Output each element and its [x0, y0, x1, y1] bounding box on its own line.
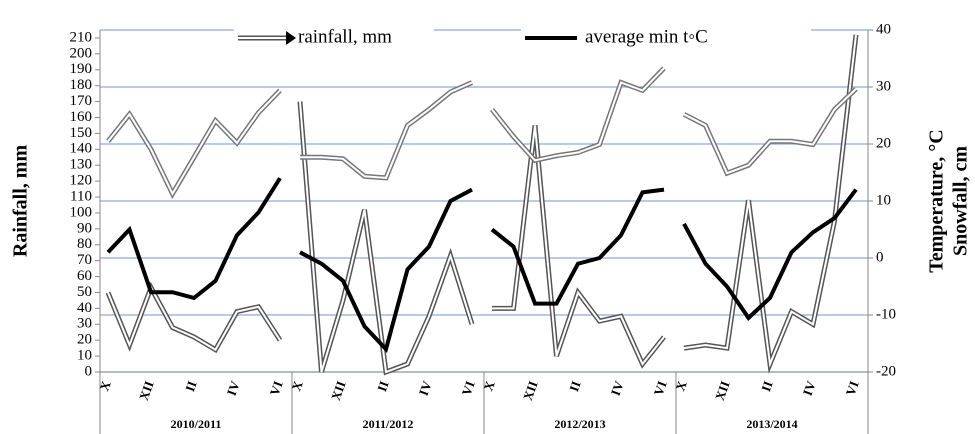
y-tick-label: 130 — [70, 157, 93, 173]
series-line — [299, 187, 473, 354]
group-label: 2010/2011 — [171, 417, 222, 431]
group-label: 2013/2014 — [746, 417, 797, 431]
x-tick-label: IV — [224, 378, 243, 397]
y2-tick-label: 40 — [876, 21, 891, 37]
group-label: 2011/2012 — [363, 417, 414, 431]
series-line — [490, 66, 666, 164]
y2-tick-label: 30 — [876, 78, 891, 94]
x-tick-label: X — [672, 378, 690, 393]
series-line-inner — [492, 125, 665, 366]
y-tick-label: 170 — [70, 93, 93, 109]
series-line-inner — [107, 89, 281, 196]
legend-label: rainfall, mm — [298, 26, 392, 47]
legend-arrow — [286, 31, 296, 45]
y2-tick-label: -20 — [876, 363, 896, 379]
x-tick-label: VI — [651, 379, 670, 398]
x-tick-label: XII — [136, 379, 157, 402]
y-tick-label: 40 — [77, 300, 92, 316]
y-tick-label: 70 — [77, 252, 92, 268]
x-tick-label: X — [480, 378, 498, 393]
x-tick-label: X — [96, 378, 114, 393]
y-tick-label: 100 — [70, 204, 93, 220]
series-line-inner — [107, 285, 281, 352]
x-tick-label: X — [288, 378, 306, 393]
x-tick-label: II — [374, 379, 392, 394]
y2-axis-title: Temperature, °C — [926, 129, 948, 273]
y-tick-label: 80 — [77, 236, 92, 252]
y2-tick-label: 0 — [876, 249, 884, 265]
y2-tick-label: -10 — [876, 306, 896, 322]
series-line — [682, 188, 858, 321]
series-line-inner — [683, 34, 857, 368]
y-tick-label: 10 — [77, 348, 92, 364]
y-tick-label: 200 — [70, 45, 93, 61]
y-tick-label: 30 — [77, 316, 92, 332]
y-tick-label: 0 — [85, 363, 93, 379]
y-tick-label: 140 — [70, 141, 93, 157]
y-tick-label: 90 — [77, 220, 92, 236]
x-tick-label: IV — [800, 378, 819, 397]
y-tick-label: 210 — [70, 29, 93, 45]
group-label: 2012/2013 — [554, 417, 605, 431]
y-tick-label: 160 — [70, 109, 93, 125]
y-tick-label: 180 — [70, 77, 93, 93]
x-tick-label: XII — [328, 379, 349, 402]
y-tick-label: 20 — [77, 332, 92, 348]
series-line — [106, 88, 282, 200]
series-line — [300, 80, 474, 181]
x-tick-label: VI — [459, 379, 478, 398]
y2-tick-label: 20 — [876, 135, 891, 151]
series-line — [490, 187, 665, 306]
x-tick-label: VI — [843, 379, 862, 398]
series-line — [106, 177, 282, 301]
x-tick-label: XII — [712, 379, 733, 402]
y2-tick-label: 10 — [876, 192, 891, 208]
series-line-inner — [300, 81, 473, 179]
series-line-inner — [683, 88, 857, 175]
y-tick-label: 150 — [70, 125, 93, 141]
y-tick-label: 190 — [70, 61, 93, 77]
x-tick-label: XII — [520, 379, 541, 402]
x-tick-label: IV — [416, 378, 435, 397]
y-tick-label: 120 — [70, 173, 93, 189]
series-line-inner — [491, 67, 665, 162]
series-line-inner — [299, 101, 473, 374]
legend-label: average min t◦C — [585, 26, 708, 47]
x-tick-label: IV — [608, 378, 627, 397]
y-tick-label: 60 — [77, 268, 92, 284]
series-line — [682, 87, 858, 177]
series-line — [297, 101, 475, 376]
y2-axis-title: Snowfall, cm — [950, 146, 972, 256]
y-axis-title: Rainfall, mm — [10, 145, 32, 258]
x-tick-label: II — [566, 379, 584, 394]
series-line — [492, 125, 666, 369]
y-tick-label: 50 — [77, 284, 92, 300]
x-tick-label: II — [182, 379, 200, 394]
x-tick-label: II — [758, 379, 776, 394]
y-tick-label: 110 — [70, 188, 92, 204]
x-tick-label: VI — [267, 379, 286, 398]
